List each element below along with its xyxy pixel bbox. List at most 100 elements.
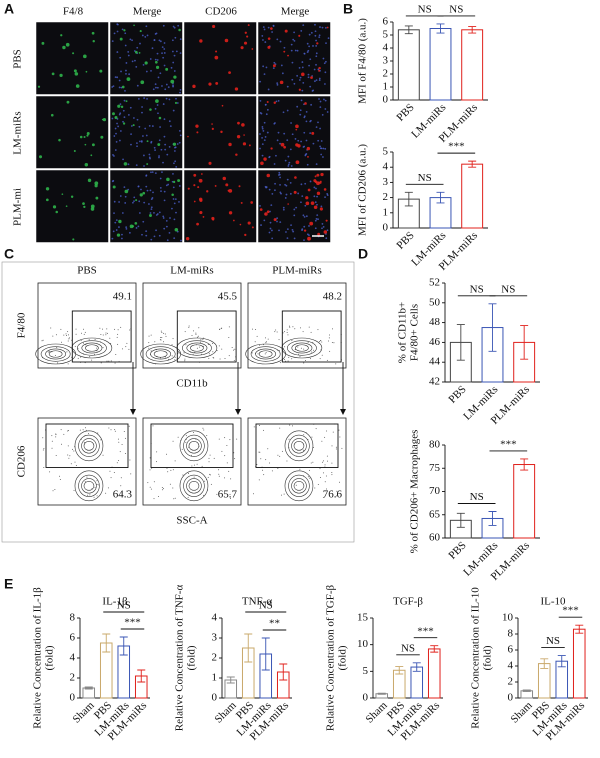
event [234, 348, 236, 350]
event [281, 450, 283, 452]
nucleus [305, 120, 308, 123]
event [152, 425, 154, 427]
event [226, 462, 228, 464]
significance-label: ** [269, 618, 280, 630]
stain [215, 50, 218, 53]
event [313, 446, 315, 448]
event [287, 334, 289, 336]
stain [87, 178, 92, 183]
event [149, 469, 151, 471]
event [288, 356, 290, 358]
stain [134, 221, 138, 225]
stain [193, 200, 196, 203]
y-tick-label: 0 [383, 94, 389, 106]
event [65, 333, 67, 335]
stain [305, 196, 309, 200]
y-tick-label: 1 [212, 672, 218, 684]
nucleus [132, 201, 134, 204]
nucleus [177, 24, 180, 27]
event [166, 453, 168, 455]
contour [295, 344, 309, 352]
event [264, 337, 266, 339]
nucleus [282, 208, 285, 211]
stain [246, 35, 249, 38]
stain [142, 191, 146, 195]
nucleus [322, 57, 325, 60]
stain [264, 212, 268, 216]
nucleus [307, 73, 310, 76]
event [75, 328, 77, 330]
nucleus [173, 237, 176, 240]
nucleus [113, 32, 116, 35]
event [177, 436, 179, 438]
contour [291, 478, 307, 494]
event [47, 351, 49, 353]
y-tick-label: 4 [383, 42, 389, 54]
stain [240, 46, 244, 50]
y-tick-label: 3 [383, 55, 389, 67]
nucleus [111, 180, 114, 183]
nucleus [137, 97, 140, 100]
nucleus [162, 215, 165, 218]
event [300, 347, 302, 349]
nucleus [174, 146, 177, 149]
event [263, 474, 265, 476]
nucleus [128, 73, 131, 76]
nucleus [261, 136, 263, 139]
stain [172, 180, 176, 184]
nucleus [162, 103, 165, 105]
event [333, 342, 335, 344]
stain [91, 31, 95, 35]
nucleus [116, 51, 119, 53]
nucleus [306, 42, 309, 45]
flow-plot [37, 282, 137, 369]
stain [83, 135, 86, 139]
nucleus [300, 99, 303, 102]
stain [120, 105, 124, 109]
nucleus [124, 89, 126, 92]
event [251, 352, 253, 354]
nucleus [173, 70, 176, 72]
event [59, 479, 61, 481]
nucleus [163, 199, 166, 202]
nucleus [284, 197, 287, 199]
nucleus [316, 195, 318, 198]
nucleus [122, 109, 125, 112]
nucleus [326, 193, 329, 195]
event [317, 329, 319, 331]
nucleus [156, 52, 159, 55]
event [167, 471, 169, 473]
nucleus [265, 113, 268, 116]
contour [258, 350, 273, 358]
error-bar [540, 658, 549, 669]
y-axis-label: Relative Concentration of TNF-α [174, 585, 186, 732]
nucleus [175, 211, 177, 214]
nucleus [150, 208, 153, 211]
nucleus [164, 143, 167, 146]
nucleus [291, 228, 294, 231]
event [84, 427, 86, 429]
event [91, 359, 93, 361]
stain [187, 135, 189, 138]
nucleus [153, 39, 156, 41]
event [328, 337, 330, 339]
event [233, 360, 235, 362]
event [42, 437, 44, 439]
nucleus [157, 112, 159, 115]
stain [85, 70, 88, 73]
event [125, 346, 127, 348]
event [289, 326, 291, 328]
error-bar [522, 689, 531, 693]
nucleus [309, 180, 312, 183]
stain [316, 42, 319, 45]
event [283, 347, 285, 349]
event [171, 355, 173, 357]
y-tick-label: 10 [502, 612, 514, 624]
nucleus [324, 71, 327, 74]
nucleus [319, 127, 321, 130]
nucleus [310, 119, 312, 122]
nucleus [264, 185, 267, 188]
bar [461, 29, 484, 101]
nucleus [115, 219, 118, 222]
stain [174, 101, 178, 105]
